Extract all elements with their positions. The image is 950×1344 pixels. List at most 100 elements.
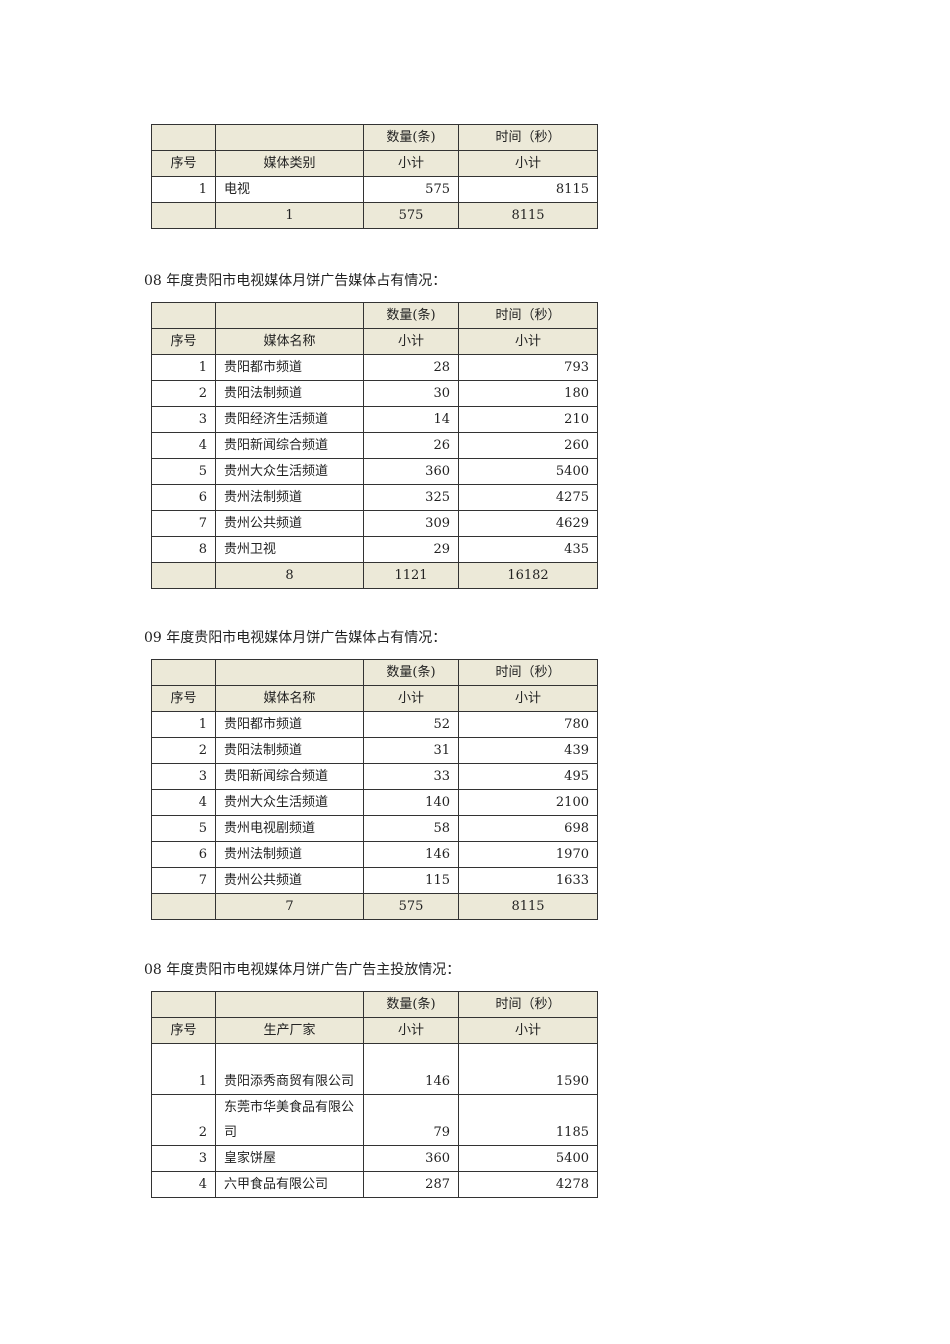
- header-row: 序号 媒体名称 小计 小计: [151, 328, 598, 355]
- header-empty: [215, 991, 364, 1018]
- header-empty: [151, 124, 216, 151]
- header-row: 数量(条) 时间（秒）: [151, 302, 598, 329]
- row-index: 6: [151, 484, 216, 511]
- row-index: 1: [151, 354, 216, 381]
- table-row: 1 电视 575 8115: [151, 176, 598, 203]
- header-subtotal: 小计: [363, 328, 459, 355]
- row-name: 贵州卫视: [215, 536, 364, 563]
- row-index: 4: [151, 1171, 216, 1198]
- total-n: 7: [215, 893, 364, 920]
- data-table: 数量(条) 时间（秒） 序号 媒体名称 小计 小计 1 贵阳都市频道 28 793 2 贵阳法制频道 3…: [151, 302, 598, 589]
- header-name: 媒体类别: [215, 150, 364, 177]
- total-empty: [151, 562, 216, 589]
- header-index: 序号: [151, 328, 216, 355]
- header-name: 生产厂家: [215, 1017, 364, 1044]
- row-name: 贵州大众生活频道: [215, 789, 364, 816]
- section-title: 08 年度贵阳市电视媒体月饼广告媒体占有情况：: [144, 273, 447, 289]
- row-name: 电视: [215, 176, 364, 203]
- row-count: 31: [363, 737, 459, 764]
- row-count: 33: [363, 763, 459, 790]
- row-time: 1185: [458, 1094, 598, 1146]
- table-row: 3 皇家饼屋 360 5400: [151, 1145, 598, 1172]
- data-table: 数量(条) 时间（秒） 序号 生产厂家 小计 小计 1 贵阳添秀商贸有限公司 146 1590 2 东…: [151, 991, 598, 1198]
- row-name: 贵阳法制频道: [215, 380, 364, 407]
- table-row: 7 贵州公共频道 309 4629: [151, 510, 598, 537]
- row-index: 5: [151, 458, 216, 485]
- table-row: 4 贵州大众生活频道 140 2100: [151, 789, 598, 816]
- row-index: 4: [151, 432, 216, 459]
- row-index: 2: [151, 737, 216, 764]
- total-time: 8115: [458, 893, 598, 920]
- row-name: 贵阳添秀商贸有限公司: [215, 1043, 364, 1095]
- row-index: 1: [151, 711, 216, 738]
- row-count: 79: [363, 1094, 459, 1146]
- table-row: 6 贵州法制频道 325 4275: [151, 484, 598, 511]
- row-count: 52: [363, 711, 459, 738]
- row-time: 793: [458, 354, 598, 381]
- header-row: 数量(条) 时间（秒）: [151, 659, 598, 686]
- table-row: 8 贵州卫视 29 435: [151, 536, 598, 563]
- row-time: 1590: [458, 1043, 598, 1095]
- row-count: 14: [363, 406, 459, 433]
- row-count: 287: [363, 1171, 459, 1198]
- total-time: 8115: [458, 202, 598, 229]
- row-count: 26: [363, 432, 459, 459]
- row-index: 5: [151, 815, 216, 842]
- header-time: 时间（秒）: [458, 991, 598, 1018]
- header-empty: [151, 302, 216, 329]
- row-index: 2: [151, 1094, 216, 1146]
- header-row: 数量(条) 时间（秒）: [151, 124, 598, 151]
- row-time: 4275: [458, 484, 598, 511]
- row-name: 贵阳新闻综合频道: [215, 432, 364, 459]
- data-table: 数量(条) 时间（秒） 序号 媒体名称 小计 小计 1 贵阳都市频道 52 780 2 贵阳法制频道 3…: [151, 659, 598, 920]
- table-row: 3 贵阳经济生活频道 14 210: [151, 406, 598, 433]
- row-index: 2: [151, 380, 216, 407]
- header-subtotal: 小计: [363, 685, 459, 712]
- row-time: 698: [458, 815, 598, 842]
- header-row: 序号 媒体类别 小计 小计: [151, 150, 598, 177]
- total-row: 8 1121 16182: [151, 562, 598, 589]
- row-count: 360: [363, 1145, 459, 1172]
- header-subtotal: 小计: [363, 150, 459, 177]
- header-name: 媒体名称: [215, 328, 364, 355]
- row-time: 2100: [458, 789, 598, 816]
- header-count: 数量(条): [363, 659, 459, 686]
- row-count: 28: [363, 354, 459, 381]
- header-count: 数量(条): [363, 124, 459, 151]
- row-time: 4278: [458, 1171, 598, 1198]
- row-count: 140: [363, 789, 459, 816]
- row-count: 29: [363, 536, 459, 563]
- row-count: 58: [363, 815, 459, 842]
- total-row: 1 575 8115: [151, 202, 598, 229]
- row-name: 贵州电视剧频道: [215, 815, 364, 842]
- total-time: 16182: [458, 562, 598, 589]
- total-n: 1: [215, 202, 364, 229]
- row-name: 贵阳都市频道: [215, 711, 364, 738]
- row-time: 495: [458, 763, 598, 790]
- row-time: 5400: [458, 1145, 598, 1172]
- table-row: 1 贵阳添秀商贸有限公司 146 1590: [151, 1043, 598, 1095]
- section-title: 08 年度贵阳市电视媒体月饼广告广告主投放情况：: [144, 962, 461, 978]
- row-index: 3: [151, 406, 216, 433]
- row-time: 435: [458, 536, 598, 563]
- header-empty: [215, 302, 364, 329]
- row-index: 7: [151, 867, 216, 894]
- row-time: 1970: [458, 841, 598, 868]
- row-name: 贵阳都市频道: [215, 354, 364, 381]
- table-row: 4 六甲食品有限公司 287 4278: [151, 1171, 598, 1198]
- row-time: 8115: [458, 176, 598, 203]
- total-empty: [151, 202, 216, 229]
- header-subtotal: 小计: [458, 150, 598, 177]
- row-index: 1: [151, 1043, 216, 1095]
- header-subtotal: 小计: [458, 1017, 598, 1044]
- row-count: 309: [363, 510, 459, 537]
- row-count: 575: [363, 176, 459, 203]
- total-count: 575: [363, 202, 459, 229]
- row-name: 贵阳法制频道: [215, 737, 364, 764]
- header-subtotal: 小计: [363, 1017, 459, 1044]
- header-index: 序号: [151, 1017, 216, 1044]
- row-time: 439: [458, 737, 598, 764]
- row-name: 贵阳新闻综合频道: [215, 763, 364, 790]
- row-name: 贵州法制频道: [215, 841, 364, 868]
- header-row: 数量(条) 时间（秒）: [151, 991, 598, 1018]
